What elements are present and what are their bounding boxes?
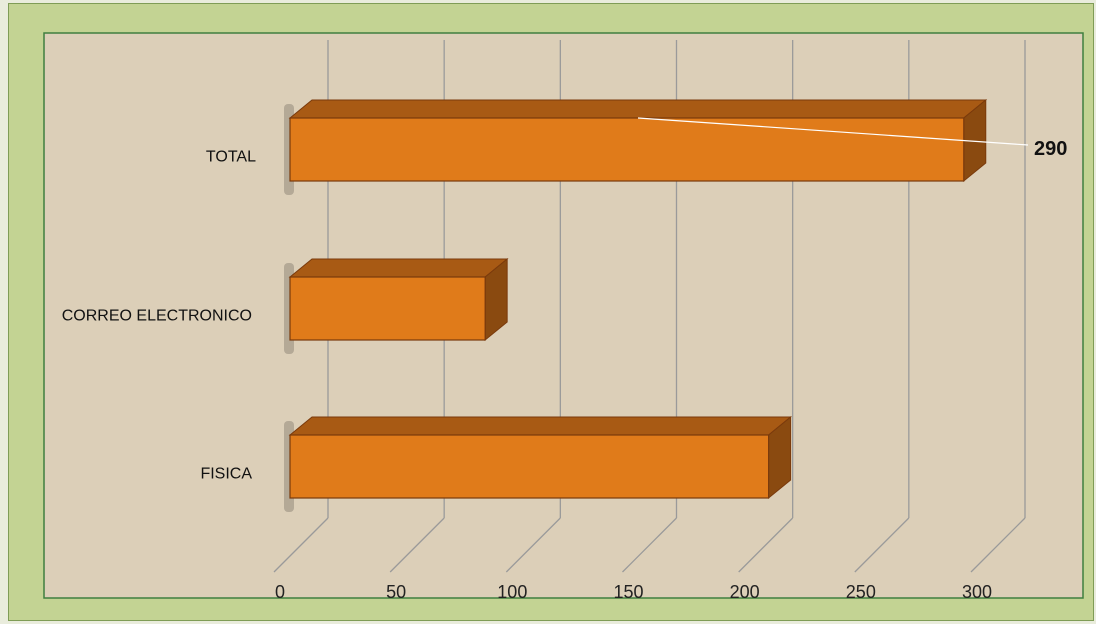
data-labels: 290 bbox=[637, 117, 1067, 160]
tick-label-0: 0 bbox=[275, 582, 285, 602]
gridline-floor-0 bbox=[273, 517, 329, 573]
gridline-floor-100 bbox=[505, 517, 561, 573]
tick-label-50: 50 bbox=[386, 582, 406, 602]
gridline-floor-250 bbox=[854, 517, 910, 573]
bar-fisica bbox=[284, 415, 793, 512]
bar-correo-electronico bbox=[284, 257, 509, 354]
data-label-total: 290 bbox=[1034, 138, 1067, 160]
x-axis-tick-labels: 0 50 100 150 200 250 300 bbox=[275, 582, 992, 602]
tick-label-200: 200 bbox=[730, 582, 760, 602]
category-labels: TOTAL CORREO ELECTRONICO FISICA bbox=[62, 149, 256, 483]
category-label-correo-electronico: CORREO ELECTRONICO bbox=[62, 308, 252, 325]
category-label-fisica: FISICA bbox=[200, 466, 252, 483]
bar-top-total bbox=[288, 99, 988, 119]
bar-front-fisica bbox=[289, 434, 770, 499]
tick-label-300: 300 bbox=[962, 582, 992, 602]
bar-total bbox=[284, 98, 988, 195]
tick-label-150: 150 bbox=[613, 582, 643, 602]
bar-front-total bbox=[289, 117, 965, 182]
category-label-total: TOTAL bbox=[206, 149, 256, 166]
gridline-floor-200 bbox=[738, 517, 794, 573]
tick-label-100: 100 bbox=[497, 582, 527, 602]
tick-label-250: 250 bbox=[846, 582, 876, 602]
gridline-floor-300 bbox=[970, 517, 1026, 573]
gridline-floor-50 bbox=[389, 517, 445, 573]
gridline-floor-150 bbox=[622, 517, 677, 573]
bar-top-fisica bbox=[288, 416, 793, 436]
bar-top-correo-electronico bbox=[288, 258, 509, 278]
bar-front-correo-electronico bbox=[289, 276, 486, 341]
bars bbox=[284, 98, 988, 512]
data-label-leader bbox=[637, 117, 1029, 146]
